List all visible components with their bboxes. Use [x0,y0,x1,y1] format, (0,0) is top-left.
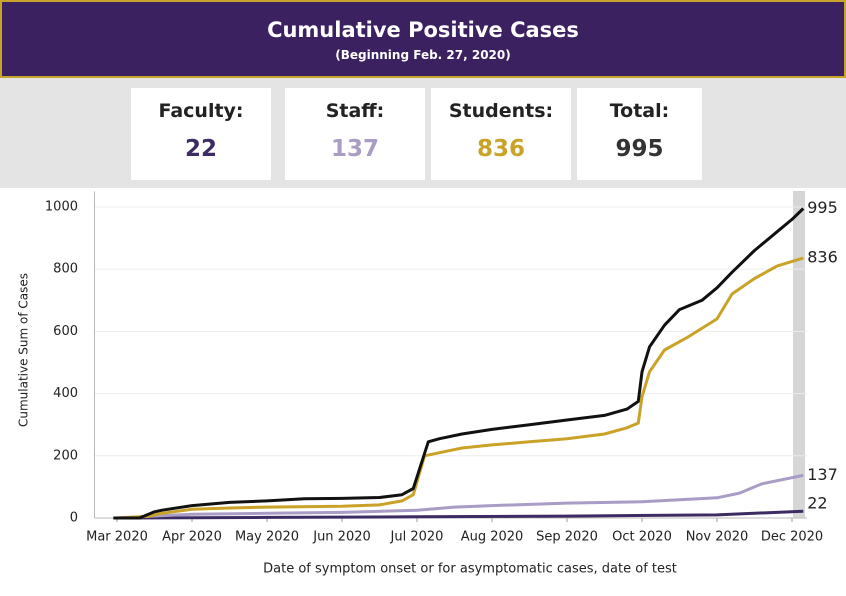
card-value: 995 [615,136,664,162]
end-label: 836 [807,247,838,266]
x-tick-label: Jun 2020 [312,530,371,545]
card-value: 137 [330,136,379,162]
series-line [116,256,804,520]
y-tick-label: 0 [70,511,78,526]
x-axis-title: Date of symptom onset or for asymptomati… [263,562,677,577]
y-axis-title: Cumulative Sum of Cases [17,273,31,427]
series-line [116,509,804,520]
x-tick-label: Nov 2020 [686,530,749,545]
x-tick-label: Mar 2020 [86,530,148,545]
x-tick-label: Dec 2020 [761,530,823,545]
end-label: 995 [807,198,838,217]
series-line [113,207,805,520]
stat-card: Staff: 137 [285,88,425,180]
end-label: 137 [807,465,838,484]
card-label: Total: [609,100,670,122]
y-tick-label: 200 [53,448,78,463]
stat-card: Students: 836 [431,88,571,180]
card-label: Students: [448,100,554,122]
x-tick-label: Jul 2020 [390,530,444,545]
card-value: 836 [476,136,525,162]
x-tick-label: May 2020 [235,530,299,545]
y-tick-label: 800 [53,262,78,277]
title: Cumulative Positive Cases [267,18,579,42]
stat-card: Faculty: 22 [131,88,271,180]
x-tick-label: Apr 2020 [162,530,222,545]
x-tick-label: Oct 2020 [612,530,672,545]
chart: Cumulative Sum of Cases Date of symptom … [0,188,846,596]
end-label: 22 [807,494,827,513]
y-tick-label: 1000 [45,199,78,214]
card-label: Faculty: [158,100,244,122]
y-tick-label: 400 [53,386,78,401]
highlight-band [793,191,805,518]
subtitle: (Beginning Feb. 27, 2020) [335,48,511,62]
series-line [116,473,804,520]
card-label: Staff: [325,100,385,122]
x-tick-label: Aug 2020 [461,530,524,545]
header: Cumulative Positive Cases (Beginning Feb… [0,0,846,78]
stat-card: Total: 995 [577,88,702,180]
x-tick-label: Sep 2020 [536,530,598,545]
card-value: 22 [184,136,217,162]
y-tick-label: 600 [53,324,78,339]
